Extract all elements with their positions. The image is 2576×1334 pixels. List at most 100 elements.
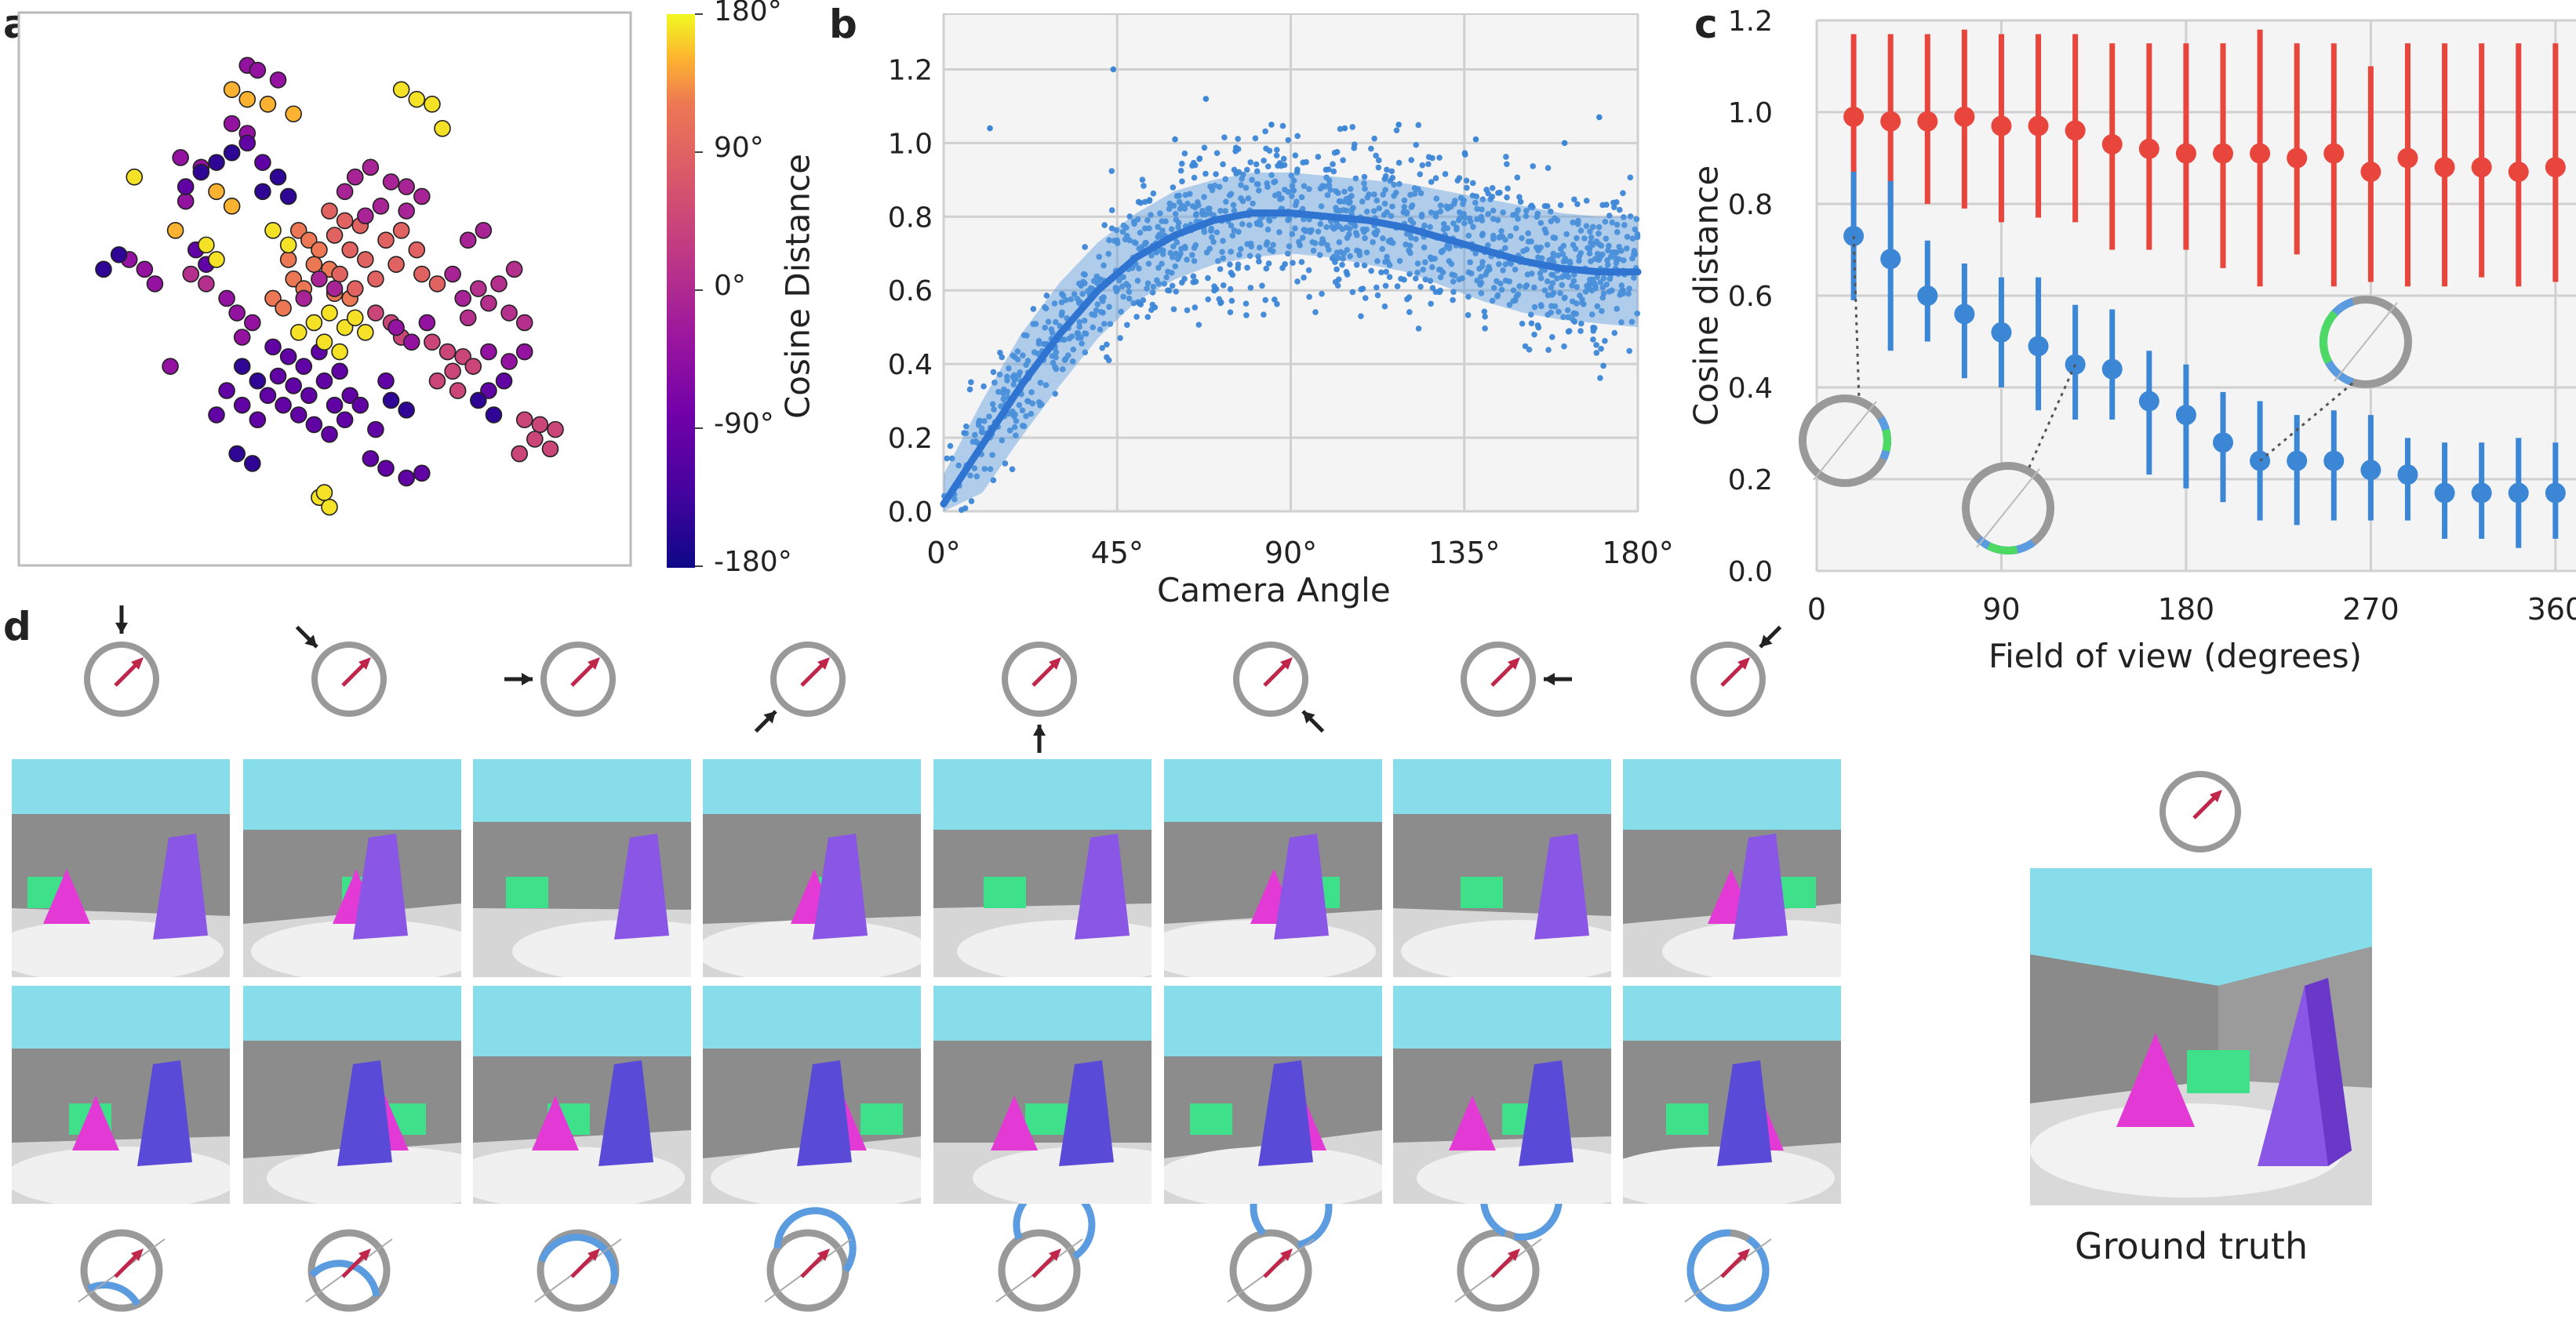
panel-b-y-tick-label: 0.6 bbox=[888, 275, 933, 307]
panel-b-point bbox=[1544, 203, 1551, 209]
panel-b-point bbox=[1406, 242, 1414, 249]
panel-b-point bbox=[1428, 300, 1434, 307]
panel-b-point bbox=[1236, 252, 1243, 258]
panel-c-y-tick-label: 1.2 bbox=[1728, 5, 1773, 38]
panel-b-point bbox=[1465, 269, 1472, 276]
panel-b-point bbox=[1272, 192, 1279, 198]
view-diagram bbox=[504, 642, 616, 717]
panel-b-point bbox=[1337, 125, 1344, 133]
panel-b-point bbox=[1382, 187, 1388, 193]
panel-b-point bbox=[1210, 238, 1217, 245]
panel-b-point bbox=[1620, 287, 1626, 294]
panel-b-point bbox=[1373, 152, 1379, 159]
panel-b-point bbox=[1181, 275, 1188, 282]
panel-b-point bbox=[1548, 284, 1555, 291]
panel-b-point bbox=[1352, 223, 1359, 230]
panel-b-point bbox=[1317, 220, 1324, 227]
panel-b-scatter-chart: 0° 45° 90° 135° 180° 0.0 0.2 0.4 0.6 0.8 1.0 1.2 bbox=[888, 13, 1674, 570]
panel-b-point bbox=[1523, 282, 1530, 289]
panel-b-point bbox=[1594, 303, 1601, 310]
panel-b-point bbox=[1490, 235, 1497, 242]
panel-b-point bbox=[1035, 337, 1042, 344]
panel-b-point bbox=[1411, 191, 1418, 197]
panel-b-point bbox=[1614, 306, 1621, 312]
panel-b-point bbox=[1137, 229, 1144, 236]
panel-b-point bbox=[1512, 266, 1519, 273]
fov-arc bbox=[1686, 1229, 1770, 1312]
panel-b-point bbox=[1318, 203, 1325, 209]
panel-b-point bbox=[1108, 207, 1115, 213]
scene-tile bbox=[1623, 759, 1841, 977]
panel-b-point bbox=[1395, 159, 1403, 166]
panel-b-point bbox=[1149, 289, 1156, 296]
tsne-point bbox=[182, 265, 200, 283]
view-ring bbox=[770, 642, 846, 717]
panel-b-point bbox=[1414, 269, 1421, 276]
panel-b-point bbox=[1530, 163, 1537, 169]
panel-b-point bbox=[1626, 285, 1632, 292]
panel-b-point bbox=[1588, 234, 1595, 241]
panel-b-point bbox=[1203, 249, 1210, 256]
tsne-point bbox=[223, 144, 241, 162]
tsne-point bbox=[505, 260, 523, 278]
panel-b-point bbox=[1184, 256, 1190, 263]
panel-b-point bbox=[1528, 202, 1535, 209]
panel-b-point bbox=[1246, 253, 1253, 259]
fov-diagram bbox=[1684, 1229, 1772, 1312]
panel-b-point bbox=[1106, 237, 1112, 244]
panel-b-point bbox=[1101, 294, 1107, 300]
fov-diagram bbox=[534, 1229, 622, 1312]
panel-b-point bbox=[1220, 161, 1226, 168]
panel-b-point bbox=[1201, 194, 1207, 201]
panel-b-point bbox=[1477, 282, 1483, 288]
panel-c-point bbox=[2323, 143, 2345, 164]
panel-b-point bbox=[1351, 141, 1358, 148]
panel-b-point bbox=[1361, 180, 1367, 187]
panel-b-point bbox=[1006, 365, 1012, 372]
panel-b-point bbox=[1159, 260, 1165, 267]
panel-b-point bbox=[1374, 292, 1381, 299]
panel-b-point bbox=[1220, 282, 1227, 289]
panel-b-point bbox=[1614, 229, 1621, 235]
panel-b-point bbox=[1192, 242, 1199, 249]
tsne-point bbox=[218, 382, 235, 399]
panel-b-point bbox=[1474, 216, 1480, 223]
panel-b-point bbox=[1336, 239, 1343, 245]
tsne-point bbox=[126, 168, 144, 186]
camera-arrowhead bbox=[1544, 673, 1555, 685]
panel-b-point bbox=[1213, 229, 1221, 236]
panel-b-point bbox=[1175, 224, 1181, 231]
panel-b-point bbox=[1376, 205, 1383, 212]
tsne-point bbox=[377, 231, 395, 249]
panel-b-point bbox=[1124, 322, 1130, 329]
panel-b-point bbox=[1586, 250, 1593, 256]
panel-b-point bbox=[1335, 276, 1342, 283]
panel-b-point bbox=[1053, 349, 1060, 355]
panel-c-point bbox=[1917, 285, 1938, 306]
scene-tile bbox=[703, 986, 921, 1204]
panel-b-point bbox=[1381, 176, 1388, 183]
panel-b-x-axis-label: Camera Angle bbox=[1157, 571, 1391, 609]
panel-b-point bbox=[1112, 285, 1119, 291]
panel-b-point bbox=[1306, 293, 1312, 300]
panel-b-point bbox=[1107, 321, 1114, 327]
panel-b-point bbox=[1101, 262, 1107, 269]
panel-b-point bbox=[1389, 239, 1396, 246]
panel-b-point bbox=[1585, 245, 1591, 251]
panel-b-point bbox=[1472, 199, 1479, 206]
panel-b-point bbox=[1169, 254, 1176, 260]
panel-b-point bbox=[1030, 306, 1037, 312]
panel-b-point bbox=[1189, 162, 1195, 169]
tsne-point bbox=[413, 464, 431, 482]
panel-b-point bbox=[1595, 224, 1603, 231]
panel-b-point bbox=[1150, 283, 1157, 290]
tsne-point bbox=[351, 396, 369, 414]
panel-b-point bbox=[1263, 145, 1269, 152]
panel-b-point bbox=[1359, 285, 1366, 292]
panel-c-y-tick-label: 0.0 bbox=[1728, 556, 1773, 588]
panel-c-point bbox=[2508, 162, 2529, 183]
panel-b-point bbox=[1069, 358, 1076, 365]
fov-arc bbox=[309, 1259, 380, 1297]
panel-b-point bbox=[1353, 261, 1360, 268]
panel-b-point bbox=[1028, 389, 1035, 395]
